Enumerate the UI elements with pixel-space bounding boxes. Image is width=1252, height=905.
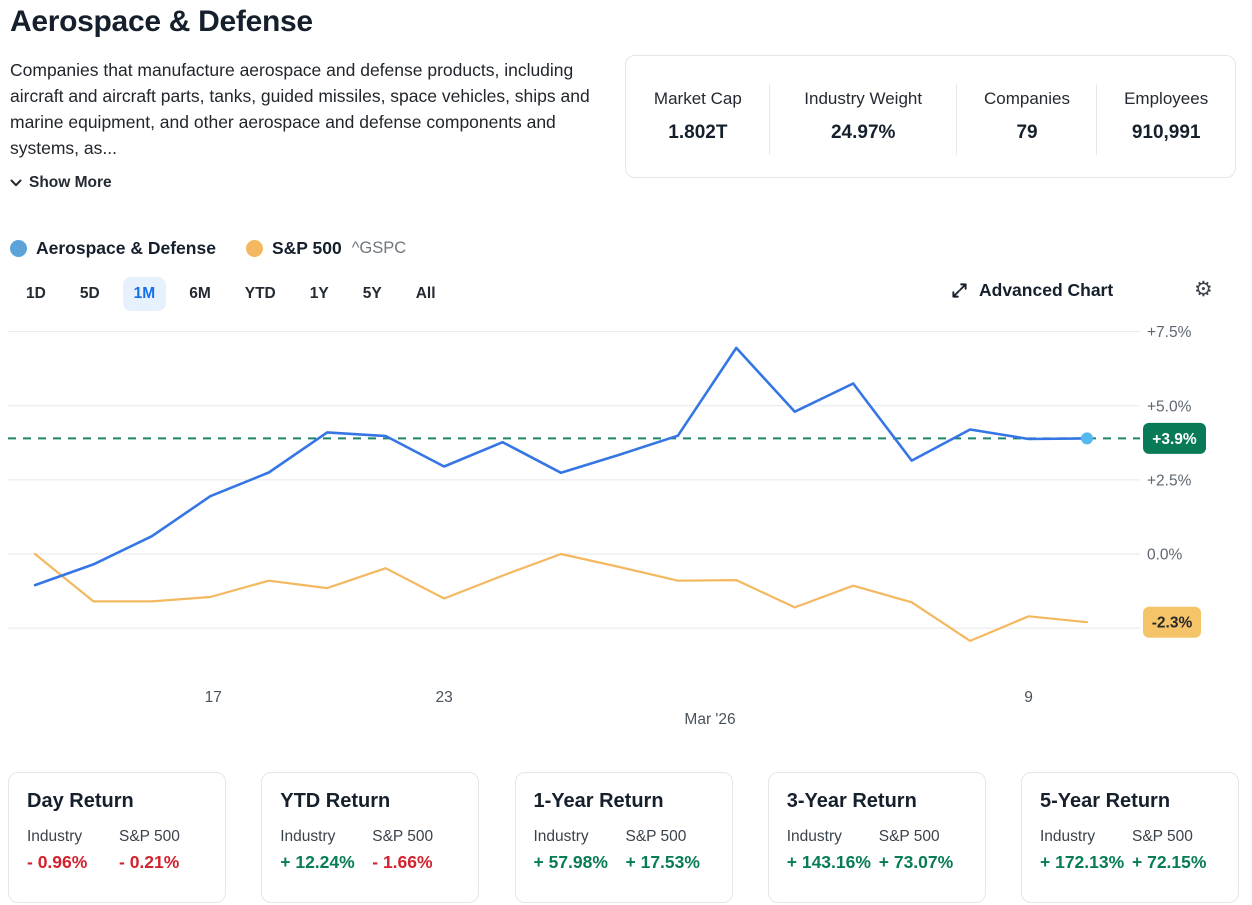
return-card-ytd-return: YTD Return Industry S&P 500 + 12.24% - 1.66% <box>261 772 480 903</box>
range-tabs: 1D 5D 1M 6M YTD 1Y 5Y All <box>15 277 447 311</box>
return-card-labels: Industry S&P 500 <box>787 828 967 846</box>
current-value-badge-label: +3.9% <box>1152 431 1197 448</box>
return-card-title: Day Return <box>27 790 134 812</box>
stat-value: 1.802T <box>668 122 728 143</box>
returns-cards: Day Return Industry S&P 500 - 0.96% - 0.21% Y… <box>8 772 1239 903</box>
page-title: Aerospace & Defense <box>10 5 313 38</box>
sp500-label: S&P 500 <box>1132 828 1193 845</box>
industry-value: + 12.24% <box>280 852 355 872</box>
stat-employees: Employees 910,991 <box>1097 56 1235 177</box>
gear-icon[interactable]: ⚙ <box>1194 277 1213 301</box>
y-axis-label: +5.0% <box>1147 398 1192 415</box>
show-more-label: Show More <box>29 174 112 191</box>
industry-value: + 57.98% <box>533 852 608 872</box>
return-card-values: + 143.16% + 73.07% <box>787 852 967 873</box>
sp500-label: S&P 500 <box>625 828 687 845</box>
return-card-values: + 172.13% + 72.15% <box>1040 852 1220 873</box>
current-value-badge <box>1143 422 1206 454</box>
industry-label: Industry <box>533 828 589 845</box>
x-axis-label: 17 <box>205 689 222 706</box>
stat-companies: Companies 79 <box>957 56 1098 177</box>
sp500-value: + 73.07% <box>878 852 954 872</box>
stat-label: Industry Weight <box>804 89 923 108</box>
return-card-labels: Industry S&P 500 <box>280 828 460 846</box>
legend-dot-icon <box>10 240 27 257</box>
stat-label: Market Cap <box>653 89 742 108</box>
return-card-values: + 57.98% + 17.53% <box>534 852 714 873</box>
sp500-label: S&P 500 <box>878 828 940 845</box>
advanced-chart-link[interactable]: Advanced Chart <box>950 280 1113 301</box>
return-card-title: YTD Return <box>280 790 391 812</box>
sp500-label: S&P 500 <box>119 828 180 845</box>
legend-item-aerospace-defense[interactable]: Aerospace & Defense <box>10 238 216 259</box>
return-card-title: 5-Year Return <box>1040 790 1171 812</box>
tab-5y[interactable]: 5Y <box>362 285 382 302</box>
chevron-down-icon <box>10 179 22 186</box>
tab-1y[interactable]: 1Y <box>309 285 329 302</box>
y-axis-label: 0.0% <box>1147 547 1183 564</box>
return-card-title: 3-Year Return <box>786 790 917 812</box>
return-card-labels: Industry S&P 500 <box>1040 828 1220 846</box>
industry-value: + 143.16% <box>786 852 871 872</box>
endpoint-dot <box>1081 432 1093 445</box>
sp500-value: - 0.21% <box>119 852 180 872</box>
x-axis-label: 23 <box>435 689 452 706</box>
legend-label: Aerospace & Defense <box>36 238 216 258</box>
industry-label: Industry <box>27 828 83 845</box>
industry-label: Industry <box>280 828 336 845</box>
price-chart-svg[interactable]: +7.5% +5.0% +2.5% 0.0% +3.9% -2.3% 17 23 Mar '26… <box>0 305 1252 750</box>
stat-value: 24.97% <box>830 122 896 143</box>
expand-icon <box>952 283 967 298</box>
legend-ticker: ^GSPC <box>351 239 407 257</box>
return-card-values: + 12.24% - 1.66% <box>280 852 460 873</box>
return-card-day-return: Day Return Industry S&P 500 - 0.96% - 0.21% <box>8 772 226 903</box>
y-axis-label: +2.5% <box>1147 472 1192 489</box>
sp500-value: + 17.53% <box>625 852 700 872</box>
tab-ytd[interactable]: YTD <box>244 285 276 302</box>
legend-dot-icon <box>245 240 263 257</box>
stat-label: Employees <box>1124 89 1209 108</box>
stat-value: 910,991 <box>1131 122 1201 143</box>
industry-value: + 172.13% <box>1040 852 1125 872</box>
s-p-500-line <box>33 552 1089 642</box>
current-value-badge-label: -2.3% <box>1152 615 1193 632</box>
tab-1d[interactable]: 1D <box>26 285 46 302</box>
tab-1m[interactable]: 1M <box>122 277 167 311</box>
stats-panel: Market Cap 1.802T Industry Weight 24.97% Com… <box>625 55 1236 178</box>
stat-market-cap: Market Cap 1.802T <box>626 56 770 177</box>
return-card-labels: Industry S&P 500 <box>534 828 714 846</box>
show-more-toggle[interactable]: Show More <box>10 174 112 192</box>
sp500-value: - 1.66% <box>372 852 433 872</box>
legend-label: S&P 500 <box>271 238 342 258</box>
stat-label: Companies <box>984 89 1070 108</box>
aerospace-defense-line <box>33 346 1089 587</box>
return-card-title: 1-Year Return <box>533 790 664 812</box>
industry-description: Companies that manufacture aerospace and… <box>10 60 590 158</box>
tab-5d[interactable]: 5D <box>79 285 100 302</box>
advanced-chart-label: Advanced Chart <box>979 280 1114 300</box>
return-card-labels: Industry S&P 500 <box>27 828 207 846</box>
stat-value: 79 <box>1016 122 1038 143</box>
industry-label: Industry <box>1040 828 1096 845</box>
sp500-label: S&P 500 <box>372 828 434 845</box>
tab-6m[interactable]: 6M <box>189 285 211 302</box>
return-card-1-year-return: 1-Year Return Industry S&P 500 + 57.98% + 17… <box>514 772 733 903</box>
tab-all[interactable]: All <box>415 285 436 302</box>
sp500-value: + 72.15% <box>1132 852 1207 872</box>
current-value-badge <box>1143 606 1201 638</box>
x-axis-label: 9 <box>1024 689 1033 706</box>
return-card-5-year-return: 5-Year Return Industry S&P 500 + 172.13% + 7… <box>1021 772 1239 903</box>
legend-item-s-p-500[interactable]: S&P 500 ^GSPC <box>245 238 407 259</box>
industry-value: - 0.96% <box>27 852 88 872</box>
x-axis-label: Mar '26 <box>684 711 735 728</box>
stat-industry-weight: Industry Weight 24.97% <box>770 56 957 177</box>
y-axis-label: +7.5% <box>1147 324 1192 341</box>
industry-label: Industry <box>786 828 842 845</box>
return-card-values: - 0.96% - 0.21% <box>27 852 207 873</box>
chart-legend: Aerospace & Defense S&P 500 ^GSPC <box>10 238 406 259</box>
return-card-3-year-return: 3-Year Return Industry S&P 500 + 143.16% + 7… <box>767 772 986 903</box>
